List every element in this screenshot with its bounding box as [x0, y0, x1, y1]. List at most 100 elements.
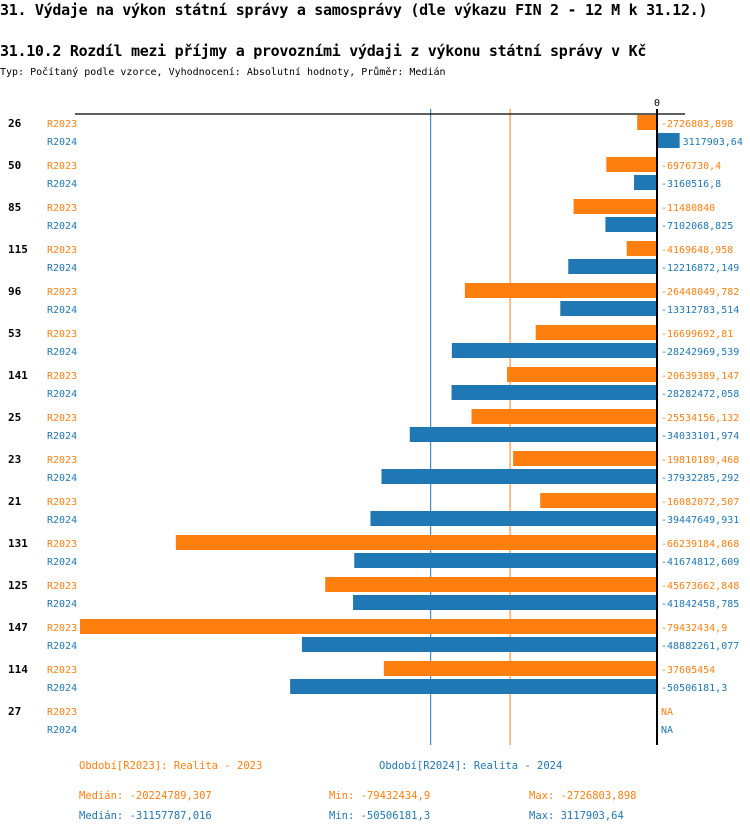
legend-r2024: Období[R2024]: Realita - 2024	[379, 760, 563, 772]
series-label-r2023: R2023	[47, 203, 77, 214]
page-title: 31. Výdaje na výkon státní správy a samo…	[0, 1, 708, 19]
bar-r2024	[560, 301, 657, 316]
bar-r2023	[606, 157, 657, 172]
data-label: -48882261,077	[661, 641, 739, 652]
x-tick-label-zero: 0	[654, 98, 660, 109]
series-label-r2024: R2024	[47, 515, 77, 526]
series-label-r2023: R2023	[47, 665, 77, 676]
data-label: -28242969,539	[661, 347, 739, 358]
bar-r2024	[451, 343, 657, 358]
data-label: -41842458,785	[661, 599, 739, 610]
series-label-r2023: R2023	[47, 707, 77, 718]
series-label-r2023: R2023	[47, 497, 77, 508]
series-label-r2024: R2024	[47, 641, 77, 652]
category-label: 96	[8, 285, 22, 298]
series-label-r2024: R2024	[47, 221, 77, 232]
legend-r2023: Období[R2023]: Realita - 2023	[79, 760, 263, 772]
series-label-r2024: R2024	[47, 263, 77, 274]
data-label: -50506181,3	[661, 683, 727, 694]
bar-r2024	[301, 637, 657, 652]
stat-min-r2024: Min: -50506181,3	[329, 810, 431, 822]
series-label-r2023: R2023	[47, 623, 77, 634]
stat-median-r2023: Medián: -20224789,307	[79, 790, 212, 802]
data-label: -37605454	[661, 665, 715, 676]
data-label: -4169648,958	[661, 245, 733, 256]
series-label-r2024: R2024	[47, 683, 77, 694]
bar-r2023	[535, 325, 657, 340]
chart-title: 31.10.2 Rozdíl mezi příjmy a provozními …	[0, 42, 647, 60]
data-label: -25534156,132	[661, 413, 739, 424]
bar-r2024	[354, 553, 657, 568]
data-label: NA	[661, 725, 673, 736]
series-label-r2024: R2024	[47, 431, 77, 442]
series-label-r2024: R2024	[47, 347, 77, 358]
series-label-r2024: R2024	[47, 599, 77, 610]
data-label: -34033101,974	[661, 431, 739, 442]
bar-r2023	[383, 661, 657, 676]
category-label: 53	[8, 327, 21, 340]
series-label-r2023: R2023	[47, 455, 77, 466]
bar-r2023	[471, 409, 657, 424]
bar-r2023	[637, 115, 657, 130]
bar-r2023	[464, 283, 657, 298]
data-label: 3117903,64	[683, 137, 743, 148]
bar-r2023	[175, 535, 657, 550]
data-label: -3160516,8	[661, 179, 721, 190]
category-label: 27	[8, 705, 21, 718]
data-label: -26448049,782	[661, 287, 739, 298]
bar-r2023	[325, 577, 657, 592]
data-label: -13312783,514	[661, 305, 739, 316]
bar-r2024	[657, 133, 680, 148]
data-label: -66239184,868	[661, 539, 739, 550]
bar-r2024	[634, 175, 657, 190]
category-label: 141	[8, 369, 28, 382]
data-label: -20639389,147	[661, 371, 739, 382]
bar-r2024	[353, 595, 657, 610]
category-label: 147	[8, 621, 28, 634]
bar-r2023	[80, 619, 657, 634]
series-label-r2024: R2024	[47, 305, 77, 316]
data-label: -37932285,292	[661, 473, 739, 484]
bar-r2024	[451, 385, 657, 400]
series-label-r2023: R2023	[47, 329, 77, 340]
series-label-r2024: R2024	[47, 473, 77, 484]
category-label: 50	[8, 159, 21, 172]
series-label-r2024: R2024	[47, 725, 77, 736]
category-label: 23	[8, 453, 21, 466]
bar-r2023	[573, 199, 657, 214]
category-label: 26	[8, 117, 22, 130]
stat-min-r2023: Min: -79432434,9	[329, 790, 431, 802]
chart-info: Typ: Počítaný podle vzorce, Vyhodnocení:…	[0, 67, 446, 78]
data-label: -19810189,468	[661, 455, 739, 466]
data-label: -28282472,058	[661, 389, 739, 400]
series-label-r2023: R2023	[47, 539, 77, 550]
series-label-r2023: R2023	[47, 371, 77, 382]
data-label: -39447649,931	[661, 515, 739, 526]
data-label: -16082072,507	[661, 497, 739, 508]
series-label-r2024: R2024	[47, 389, 77, 400]
data-label: -12216872,149	[661, 263, 739, 274]
series-label-r2024: R2024	[47, 179, 77, 190]
stat-max-r2023: Max: -2726803,898	[529, 790, 637, 802]
bar-r2023	[513, 451, 657, 466]
category-label: 114	[8, 663, 28, 676]
stat-max-r2024: Max: 3117903,64	[529, 810, 624, 822]
bar-r2024	[568, 259, 657, 274]
bar-r2024	[381, 469, 657, 484]
category-label: 131	[8, 537, 28, 550]
stat-median-r2024: Medián: -31157787,016	[79, 810, 212, 822]
series-label-r2023: R2023	[47, 119, 77, 130]
bar-r2023	[507, 367, 657, 382]
data-label: -11480840	[661, 203, 715, 214]
data-label: -16699692,81	[661, 329, 733, 340]
category-label: 85	[8, 201, 21, 214]
series-label-r2023: R2023	[47, 287, 77, 298]
series-label-r2023: R2023	[47, 245, 77, 256]
category-label: 25	[8, 411, 21, 424]
data-label: -79432434,9	[661, 623, 727, 634]
bar-r2023	[626, 241, 657, 256]
bar-r2024	[370, 511, 657, 526]
bar-r2024	[605, 217, 657, 232]
data-label: -6976730,4	[661, 161, 721, 172]
